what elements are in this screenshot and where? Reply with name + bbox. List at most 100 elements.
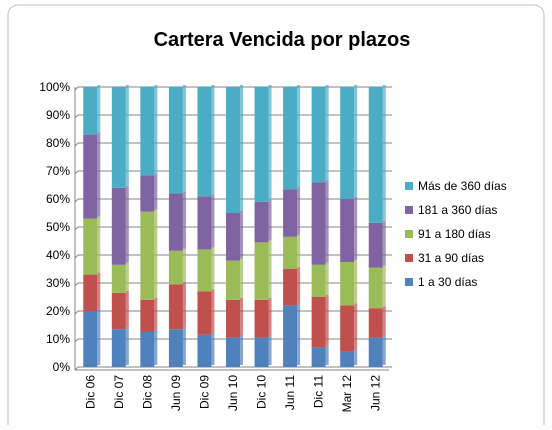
bar-segment (140, 332, 155, 367)
bar-segment (340, 305, 355, 352)
bar-side (268, 335, 272, 365)
grid-line (74, 170, 79, 175)
bar-segment (83, 274, 98, 311)
bar-side (297, 234, 301, 267)
grid-line (74, 142, 79, 147)
bar-side (354, 349, 358, 365)
x-tick-label: Mar 12 (340, 375, 354, 413)
x-tick-label: Dic 10 (255, 375, 269, 409)
bar-segment (83, 134, 98, 219)
bar-side (382, 335, 386, 365)
x-tick-label: Jun 12 (369, 375, 383, 411)
bar-segment (168, 250, 183, 285)
bar-segment (111, 87, 126, 188)
bar-side (125, 290, 129, 328)
bar-segment (340, 87, 355, 199)
x-tick-label: Dic 06 (83, 375, 97, 409)
bar-segment (140, 299, 155, 332)
bar-segment (311, 297, 326, 348)
bar-segment (254, 299, 269, 338)
bar-segment (283, 269, 298, 306)
bar-segment (254, 337, 269, 367)
legend-swatch (405, 230, 413, 238)
y-tick-label: 0% (53, 360, 71, 374)
grid-line (74, 114, 79, 119)
legend-label: Más de 360 días (418, 179, 507, 193)
bar-segment (254, 201, 269, 243)
legend-label: 91 a 180 días (418, 227, 491, 241)
bar-side (354, 197, 358, 260)
bar-side (125, 185, 129, 263)
bar-side (240, 335, 243, 365)
grid-line (74, 254, 79, 259)
bar-segment (168, 87, 183, 194)
bar-side (382, 265, 386, 307)
legend-swatch (405, 278, 413, 286)
legend-label: 31 a 90 días (418, 251, 484, 265)
grid-line (74, 310, 79, 315)
bar-side (268, 240, 272, 298)
grid-line (74, 282, 79, 287)
bar-side (297, 187, 301, 235)
y-tick-label: 30% (46, 276, 70, 290)
bar-segment (197, 249, 212, 292)
bar-side (97, 85, 101, 133)
bar-segment (340, 199, 355, 262)
x-tick-label: Dic 11 (312, 375, 326, 408)
bar-side (297, 267, 301, 304)
bar-side (382, 306, 386, 336)
bar-segment (168, 284, 183, 330)
grid-line (74, 198, 79, 203)
bar-side (354, 260, 358, 304)
bar-side (211, 289, 215, 333)
bar-side (182, 248, 186, 283)
grid-line (74, 226, 79, 231)
bar-side (182, 327, 186, 365)
bar-segment (311, 264, 326, 297)
grid-line (74, 86, 79, 91)
bar-segment (226, 87, 240, 213)
bar-segment (83, 87, 98, 135)
legend-swatch (405, 254, 413, 262)
bar-segment (283, 87, 298, 190)
bar-side (182, 282, 186, 328)
bar-side (211, 194, 215, 248)
bar-segment (111, 264, 126, 293)
bar-segment (368, 222, 383, 268)
y-tick-label: 70% (46, 164, 70, 178)
bar-segment (83, 218, 98, 275)
x-tick-label: Jun 11 (283, 375, 297, 410)
bar-segment (340, 351, 355, 367)
bar-side (182, 85, 186, 192)
bar-side (240, 211, 243, 259)
bar-side (154, 85, 158, 174)
x-tick-label: Dic 07 (112, 375, 126, 409)
bar-side (354, 303, 358, 350)
bar-segment (111, 187, 126, 265)
bar-side (97, 132, 101, 217)
y-tick-label: 60% (46, 192, 70, 206)
legend-swatch (405, 206, 413, 214)
bar-side (240, 297, 243, 336)
bar-side (125, 85, 129, 186)
bar-side (297, 303, 301, 365)
bar-side (154, 297, 158, 330)
y-tick-label: 100% (39, 80, 70, 94)
bar-segment (368, 308, 383, 338)
legend-swatch (405, 182, 413, 190)
chart-title: Cartera Vencida por plazos (154, 29, 411, 51)
bar-segment (140, 175, 155, 212)
bar-segment (283, 305, 298, 367)
bar-side (125, 327, 129, 365)
bar-side (382, 85, 386, 221)
bar-segment (140, 211, 155, 300)
bar-segment (254, 87, 269, 202)
bar-side (182, 191, 186, 249)
bar-side (240, 258, 243, 298)
bar-side (211, 85, 215, 195)
y-tick-label: 50% (46, 220, 70, 234)
bar-side (154, 330, 158, 365)
bar-side (97, 309, 101, 365)
grid-line (74, 366, 79, 371)
